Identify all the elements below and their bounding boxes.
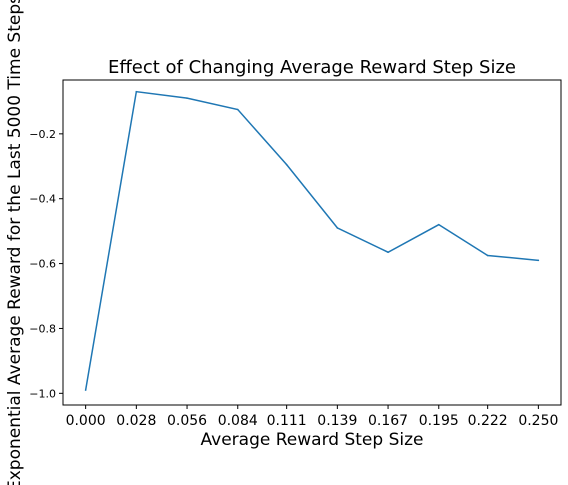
x-tick-label: 0.111: [267, 413, 307, 429]
y-tick-label: −0.6: [29, 258, 56, 271]
x-tick-label: 0.000: [66, 413, 106, 429]
data-point: [236, 108, 239, 111]
y-tick-label: −1.0: [29, 387, 56, 400]
y-axis-label: Exponential Average Reward for the Last …: [5, 0, 25, 485]
data-point: [387, 251, 389, 254]
x-axis-label: Average Reward Step Size: [201, 430, 424, 450]
data-point: [537, 259, 540, 262]
data-point: [84, 389, 87, 391]
x-tick-label: 0.139: [317, 413, 357, 429]
data-point: [437, 223, 440, 226]
plot-frame: [62, 79, 562, 406]
x-tick-label: 0.167: [368, 413, 408, 429]
x-tick-label: 0.250: [518, 413, 558, 429]
series-line: [84, 90, 539, 391]
data-point: [486, 254, 489, 257]
chart-title: Effect of Changing Average Reward Step S…: [108, 57, 516, 78]
data-point: [186, 97, 188, 99]
x-tick-label: 0.222: [468, 413, 508, 429]
data-point: [285, 163, 288, 166]
y-tick-label: −0.4: [29, 193, 56, 206]
x-tick-label: 0.056: [167, 413, 207, 429]
x-tick-label: 0.028: [116, 413, 156, 429]
x-tick-label: 0.195: [419, 413, 459, 429]
y-axis: −1.0 −0.8 −0.6 −0.4 −0.2: [29, 128, 63, 400]
y-tick-label: −0.2: [29, 128, 56, 141]
data-point: [336, 227, 339, 229]
x-axis: 0.000 0.028 0.056 0.084 0.111 0.139 0.167 0.195…: [66, 405, 558, 429]
data-point: [135, 90, 138, 93]
y-tick-label: −0.8: [29, 322, 56, 335]
x-tick-label: 0.084: [218, 413, 258, 429]
